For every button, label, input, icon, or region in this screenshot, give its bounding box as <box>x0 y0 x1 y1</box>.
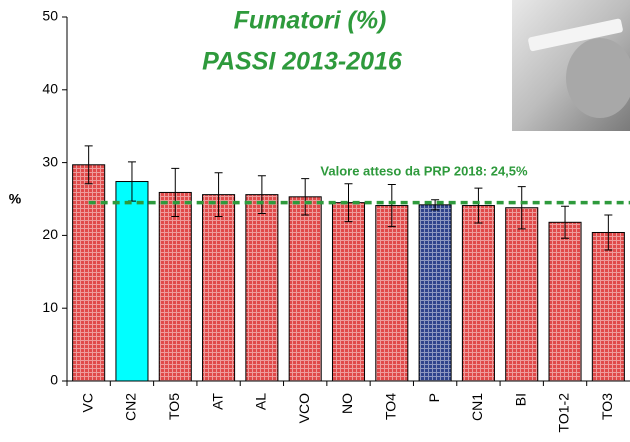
x-tick-label: AT <box>209 393 225 410</box>
bar <box>592 232 624 381</box>
bar <box>116 182 148 381</box>
x-tick-label: VC <box>79 393 95 412</box>
bar <box>419 205 451 381</box>
x-tick-label: TO3 <box>599 393 615 420</box>
bar <box>289 197 321 381</box>
chart: Fumatori (%) PASSI 2013-2016 % 0 10 20 30 40… <box>0 0 630 442</box>
chart-title: Fumatori (%) <box>234 7 387 35</box>
bar <box>159 192 191 381</box>
x-tick-label: AL <box>253 393 269 410</box>
bar <box>506 208 538 381</box>
x-tick-label: P <box>426 393 442 402</box>
x-tick-label: CN1 <box>469 393 485 421</box>
bar <box>376 206 408 381</box>
x-tick-label: TO5 <box>166 393 182 420</box>
bar <box>332 203 364 381</box>
y-axis-label: % <box>9 191 22 207</box>
photo <box>512 0 630 131</box>
y-tick-label: 30 <box>42 153 58 169</box>
x-tick-label: TO1-2 <box>556 393 572 433</box>
y-tick-label: 20 <box>42 226 58 242</box>
bar <box>73 165 105 381</box>
chart-subtitle: PASSI 2013-2016 <box>202 48 403 76</box>
bar <box>246 195 278 381</box>
x-tick-label: TO4 <box>383 393 399 420</box>
y-tick-label: 0 <box>50 372 58 388</box>
y-tick-label: 40 <box>42 81 58 97</box>
bar <box>203 195 235 381</box>
x-tick-label: CN2 <box>123 393 139 421</box>
x-tick-label: BI <box>512 393 528 406</box>
y-tick-label: 10 <box>42 299 58 315</box>
x-tick-label: VCO <box>296 393 312 423</box>
bar <box>462 206 494 381</box>
x-tick-label: NO <box>339 393 355 414</box>
reference-label: Valore atteso da PRP 2018: 24,5% <box>320 163 528 178</box>
bar <box>549 222 581 381</box>
y-tick-label: 50 <box>42 8 58 24</box>
